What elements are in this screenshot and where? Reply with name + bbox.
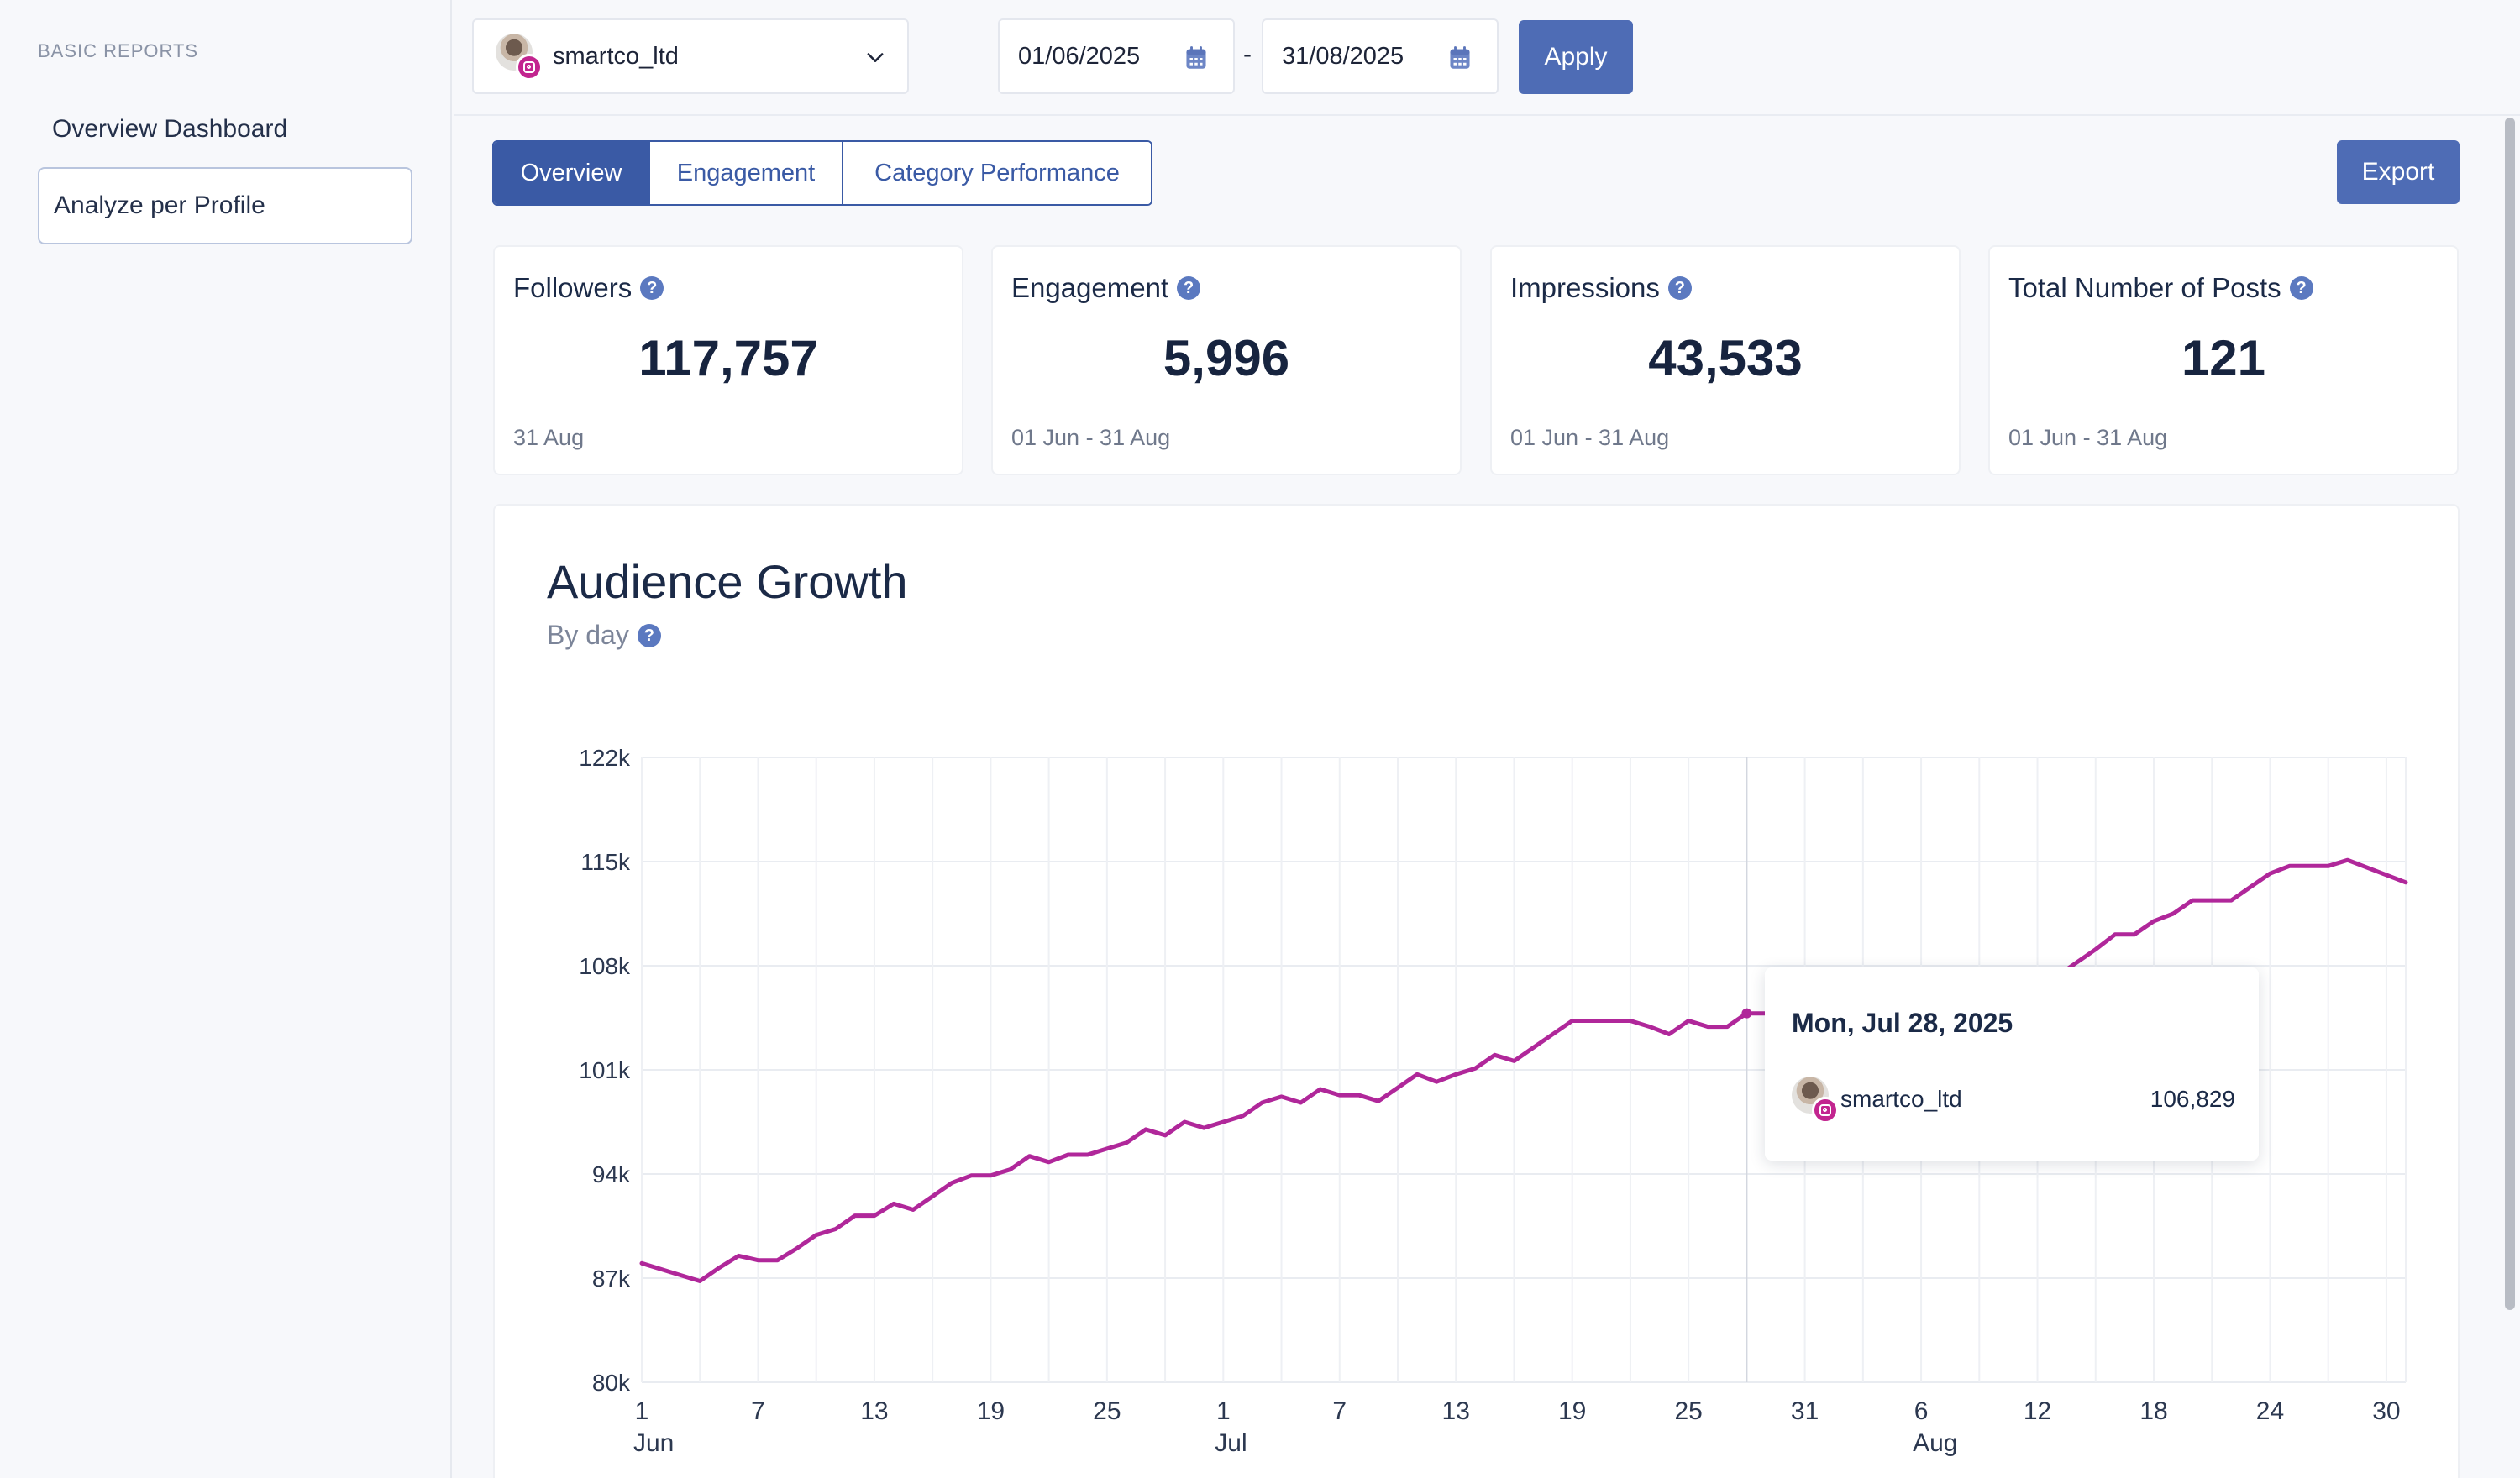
tab-overview[interactable]: Overview (494, 142, 650, 204)
end-date-field[interactable]: 31/08/2025 (1262, 18, 1499, 94)
kpi-value: 117,757 (638, 330, 818, 386)
kpi-label: Total Number of Posts (2008, 272, 2281, 303)
kpi-value: 121 (2181, 330, 2266, 386)
start-date-value: 01/06/2025 (1018, 42, 1141, 70)
kpi-label-row: Impressions? (1510, 272, 1692, 304)
instagram-icon (1812, 1097, 1839, 1124)
page-scrollbar[interactable] (2505, 118, 2515, 1310)
kpi-range: 01 Jun - 31 Aug (2008, 425, 2168, 450)
sidebar-section-label: BASIC REPORTS (38, 40, 199, 61)
chart-subtitle-row: By day? (547, 620, 661, 651)
avatar (1792, 1077, 1839, 1124)
kpi-label: Followers (513, 272, 633, 303)
tab-category-performance[interactable]: Category Performance (843, 142, 1151, 204)
kpi-card-engagement: Engagement? 5,996 01 Jun - 31 Aug (991, 245, 1462, 475)
kpi-range: 01 Jun - 31 Aug (1510, 425, 1670, 450)
profile-name: smartco_ltd (553, 42, 679, 70)
apply-button[interactable]: Apply (1519, 20, 1633, 94)
kpi-label: Impressions (1510, 272, 1660, 303)
help-icon[interactable]: ? (2289, 276, 2313, 300)
report-tabs: Overview Engagement Category Performance (492, 140, 1152, 206)
kpi-label-row: Total Number of Posts? (2008, 272, 2313, 304)
avatar (496, 34, 543, 81)
export-button[interactable]: Export (2337, 140, 2460, 204)
profile-select[interactable]: smartco_ltd (472, 18, 909, 94)
kpi-label-row: Engagement? (1011, 272, 1201, 304)
tooltip-date: Mon, Jul 28, 2025 (1792, 1008, 2013, 1038)
chart-subtitle: By day (547, 620, 629, 650)
kpi-range: 31 Aug (513, 425, 585, 450)
help-icon[interactable]: ? (1667, 276, 1692, 300)
instagram-icon (516, 54, 543, 81)
kpi-value: 5,996 (1163, 330, 1290, 386)
end-date-value: 31/08/2025 (1282, 42, 1404, 70)
tooltip-profile: smartco_ltd (1840, 1086, 1962, 1112)
date-separator: - (1243, 40, 1252, 68)
help-icon[interactable]: ? (640, 276, 664, 300)
calendar-icon[interactable] (1448, 45, 1472, 71)
filter-bar: smartco_ltd 01/06/2025 - 31/08/2025 Appl… (454, 0, 2520, 116)
kpi-label-row: Followers? (513, 272, 664, 304)
calendar-icon[interactable] (1184, 45, 1208, 71)
chart-tooltip: Mon, Jul 28, 2025 smartco_ltd 106,829 (1765, 967, 2259, 1161)
tab-engagement[interactable]: Engagement (650, 142, 843, 204)
kpi-value: 43,533 (1648, 330, 1803, 386)
kpi-card-total-posts: Total Number of Posts? 121 01 Jun - 31 A… (1988, 245, 2459, 475)
sidebar: BASIC REPORTS Overview Dashboard Analyze… (0, 0, 452, 1478)
kpi-card-impressions: Impressions? 43,533 01 Jun - 31 Aug (1490, 245, 1961, 475)
start-date-field[interactable]: 01/06/2025 (998, 18, 1235, 94)
help-icon[interactable]: ? (1177, 276, 1201, 300)
kpi-label: Engagement (1011, 272, 1169, 303)
sidebar-item-analyze-per-profile[interactable]: Analyze per Profile (38, 167, 412, 244)
kpi-range: 01 Jun - 31 Aug (1011, 425, 1171, 450)
kpi-card-followers: Followers? 117,757 31 Aug (493, 245, 963, 475)
chart-title: Audience Growth (547, 555, 908, 608)
tooltip-value: 106,829 (2150, 1086, 2235, 1112)
chevron-down-icon (867, 53, 884, 62)
sidebar-item-overview-dashboard[interactable]: Overview Dashboard (52, 115, 288, 143)
tooltip-row: smartco_ltd 106,829 (1792, 1077, 2235, 1124)
help-icon[interactable]: ? (637, 623, 661, 647)
